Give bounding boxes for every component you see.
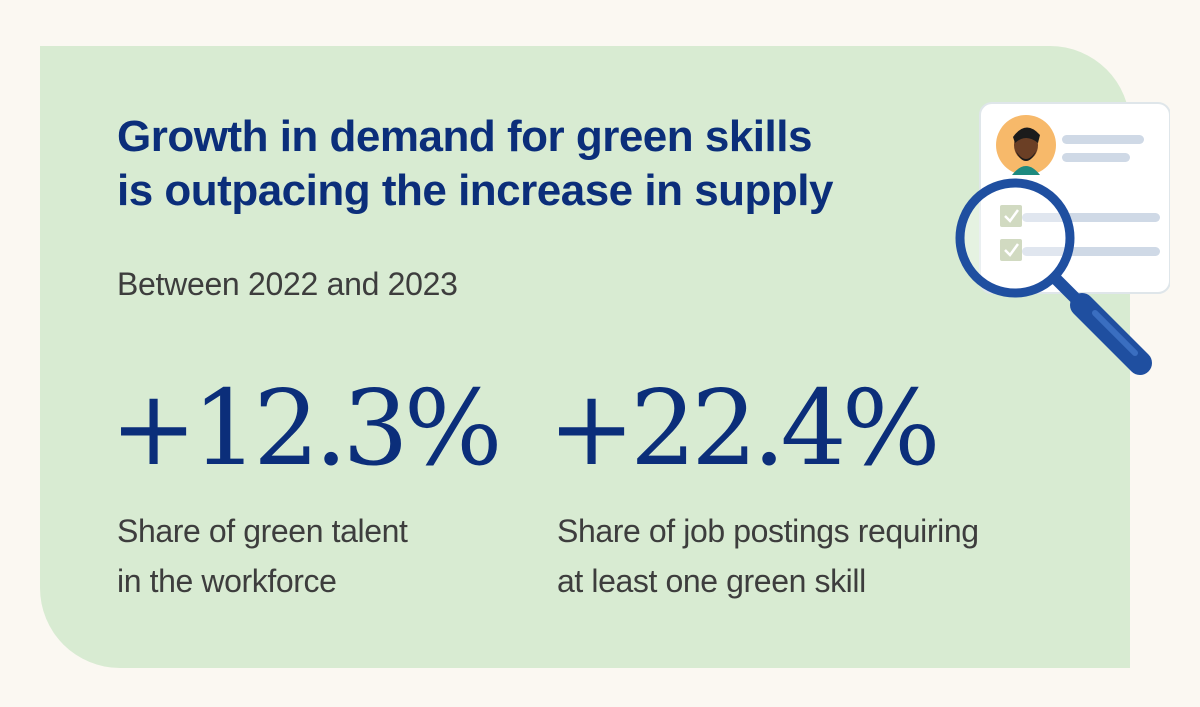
- stat-label-line: Share of green talent: [117, 513, 408, 549]
- profile-search-illustration: [955, 102, 1170, 375]
- stat-label-line: in the workforce: [117, 563, 337, 599]
- checkbox-icon: [1000, 205, 1022, 261]
- stat-label-green-talent: Share of green talent in the workforce: [117, 506, 637, 606]
- stat-green-talent: +12.3%: [110, 367, 503, 489]
- stat-job-postings: +22.4%: [548, 367, 941, 489]
- date-range-subtitle: Between 2022 and 2023: [117, 266, 458, 302]
- avatar-icon: [996, 115, 1056, 175]
- stat-label-job-postings: Share of job postings requiring at least…: [557, 506, 1077, 606]
- headline-line-2: is outpacing the increase in supply: [117, 166, 834, 215]
- info-card: [40, 46, 1130, 668]
- stat-value: +22.4%: [548, 367, 941, 489]
- headline-line-1: Growth in demand for green skills: [117, 112, 812, 161]
- stat-label-line: at least one green skill: [557, 563, 866, 599]
- magnifying-glass-icon: [955, 178, 1152, 375]
- stat-value: +12.3%: [110, 367, 503, 489]
- stat-label-line: Share of job postings requiring: [557, 513, 979, 549]
- headline: Growth in demand for green skills is out…: [117, 110, 937, 218]
